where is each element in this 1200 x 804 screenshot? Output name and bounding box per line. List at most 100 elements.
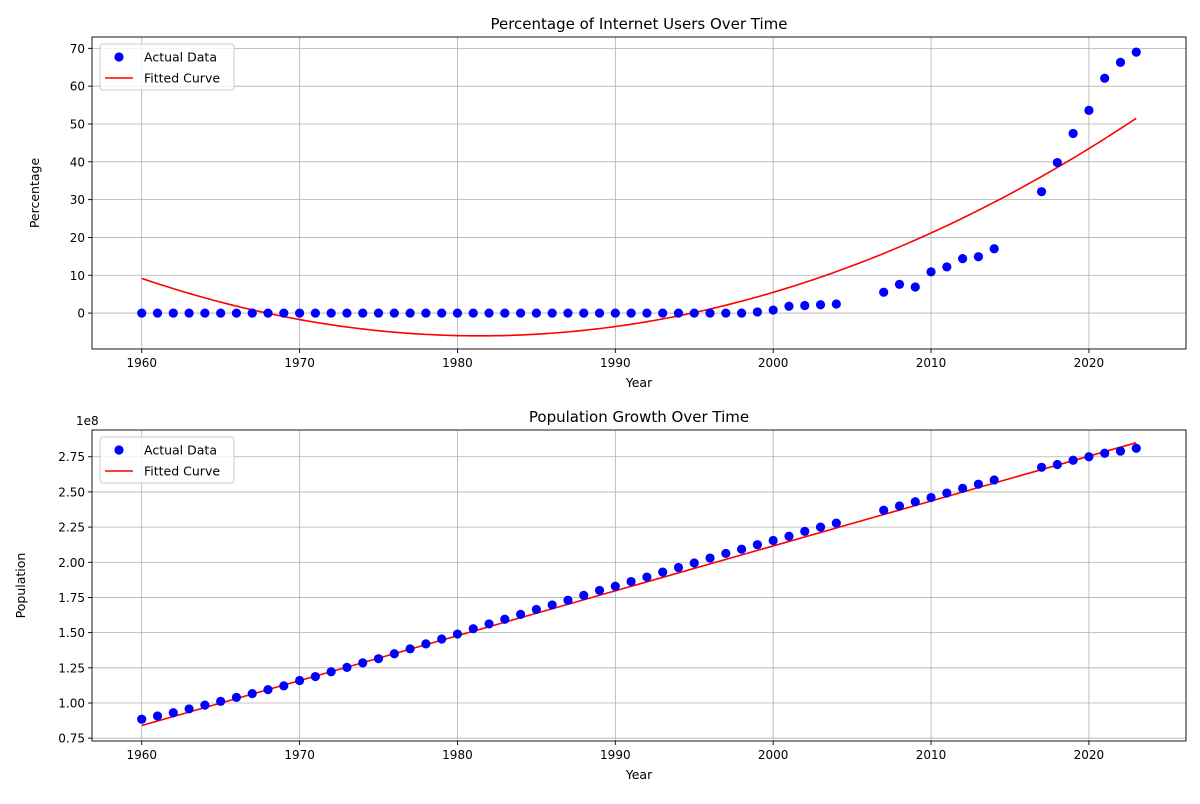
- data-point: [294, 308, 305, 318]
- data-point: [421, 308, 431, 318]
- data-point: [468, 624, 478, 634]
- data-point: [594, 585, 605, 596]
- data-point: [942, 488, 952, 498]
- data-point: [358, 658, 368, 668]
- data-point: [279, 681, 289, 691]
- data-point: [894, 501, 905, 511]
- data-point: [531, 604, 541, 615]
- data-point: [705, 308, 715, 318]
- data-point: [784, 301, 794, 311]
- legend-marker-actual: [114, 52, 124, 62]
- data-point: [152, 711, 163, 721]
- data-point: [468, 308, 478, 318]
- data-point: [389, 308, 399, 318]
- data-point: [973, 252, 984, 262]
- data-point: [926, 492, 936, 503]
- data-point: [689, 558, 699, 568]
- y-tick-label: 1.25: [58, 661, 85, 675]
- y-tick-label: 0: [77, 307, 85, 321]
- chart-title: Percentage of Internet Users Over Time: [490, 15, 787, 33]
- data-point: [231, 692, 242, 702]
- data-point: [168, 308, 178, 318]
- data-point: [705, 553, 715, 563]
- data-point: [689, 308, 699, 318]
- data-point: [168, 708, 178, 718]
- data-point: [1131, 47, 1141, 57]
- data-point: [437, 634, 447, 644]
- data-point: [784, 531, 794, 541]
- y-tick-label: 2.50: [58, 485, 85, 499]
- chart-panel-2: 1960 1970 1980 1990 2000 2010 2020 0.75 1.00 1.25…: [13, 408, 1187, 782]
- data-point: [310, 671, 320, 682]
- data-point: [405, 644, 415, 654]
- data-point: [1068, 455, 1078, 465]
- data-point: [263, 685, 273, 695]
- data-point: [563, 308, 573, 318]
- x-tick-label: 1960: [126, 748, 157, 762]
- data-point: [831, 299, 841, 309]
- data-point: [516, 609, 526, 619]
- data-point: [879, 287, 889, 297]
- legend: Actual Data Fitted Curve: [99, 43, 235, 91]
- x-tick-label: 1980: [442, 748, 473, 762]
- data-point: [516, 308, 526, 318]
- y-axis-label: Population: [13, 553, 28, 619]
- y-tick-label: 70: [70, 42, 85, 56]
- data-point: [1036, 187, 1047, 197]
- x-tick-label: 1980: [442, 356, 473, 370]
- data-point: [658, 308, 668, 318]
- y-offset-text: 1e8: [76, 414, 99, 428]
- data-point: [768, 535, 778, 546]
- data-point: [1036, 462, 1047, 472]
- data-point: [200, 308, 210, 318]
- data-point: [1068, 128, 1078, 139]
- data-point: [610, 581, 620, 591]
- data-point: [1052, 157, 1062, 168]
- legend-box: [99, 43, 235, 91]
- data-point: [942, 262, 952, 272]
- data-point: [358, 308, 368, 318]
- data-point: [579, 308, 589, 318]
- chart-title: Population Growth Over Time: [529, 408, 749, 426]
- data-point: [752, 540, 762, 550]
- data-point: [673, 562, 684, 573]
- data-point: [958, 483, 968, 494]
- x-axis-label: Year: [625, 767, 653, 782]
- data-point: [184, 308, 194, 318]
- data-point: [373, 654, 384, 664]
- data-point: [800, 300, 810, 311]
- y-tick-label: 1.50: [58, 626, 85, 640]
- data-point: [894, 279, 905, 289]
- data-point: [673, 308, 684, 318]
- data-point: [452, 629, 463, 639]
- fitted-curve-line: [141, 117, 1137, 337]
- data-point: [421, 639, 431, 649]
- data-point: [737, 308, 747, 318]
- x-tick-label: 2010: [916, 748, 947, 762]
- x-tick-label: 2020: [1074, 356, 1105, 370]
- y-axis-label: Percentage: [27, 158, 42, 229]
- data-point: [926, 267, 936, 277]
- x-tick-label: 2020: [1074, 748, 1105, 762]
- data-point: [626, 576, 636, 587]
- x-tick-label: 1960: [126, 356, 157, 370]
- data-point: [326, 308, 336, 318]
- data-point: [973, 479, 984, 489]
- legend-label: Actual Data: [144, 50, 217, 65]
- data-point: [831, 518, 841, 528]
- data-point: [216, 696, 226, 706]
- x-tick-label: 1970: [284, 356, 315, 370]
- data-point: [594, 308, 605, 318]
- data-point: [263, 308, 273, 318]
- data-point: [389, 649, 399, 659]
- y-tick-label: 50: [70, 117, 85, 131]
- data-point: [1052, 459, 1062, 470]
- data-point: [484, 619, 494, 629]
- data-point: [200, 700, 210, 710]
- legend: Actual Data Fitted Curve: [99, 436, 235, 484]
- data-point: [815, 300, 826, 310]
- y-tick-label: 60: [70, 80, 85, 94]
- data-point: [342, 662, 352, 673]
- x-tick-label: 1970: [284, 748, 315, 762]
- axes-frame: [91, 36, 1187, 350]
